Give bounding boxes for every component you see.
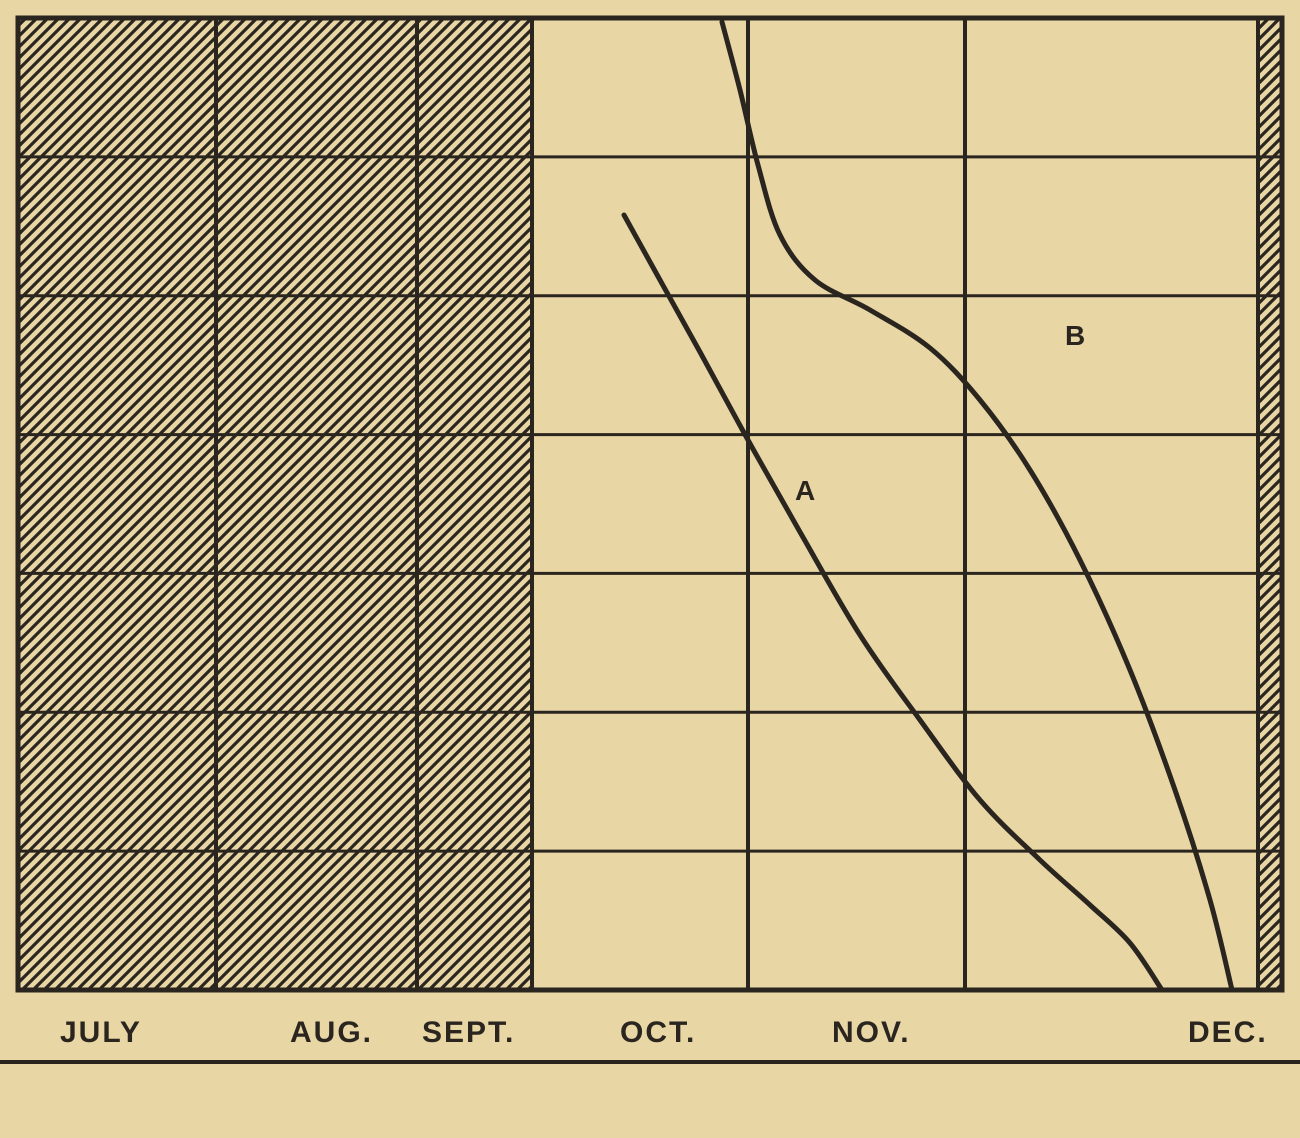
month-label: JULY	[60, 1016, 142, 1049]
chart-svg: A B JULY AUG. SEPT. OCT. NOV. DEC.	[0, 0, 1300, 1138]
month-label: SEPT.	[422, 1016, 515, 1049]
series-label-b: B	[1065, 320, 1085, 351]
hatched-right	[1258, 18, 1282, 990]
month-label: AUG.	[290, 1016, 373, 1049]
month-label: NOV.	[832, 1016, 911, 1049]
series-label-a: A	[795, 475, 815, 506]
month-label: OCT.	[620, 1016, 696, 1049]
month-label: DEC.	[1188, 1016, 1268, 1049]
chart-root: { "chart": { "type": "line", "background…	[0, 0, 1300, 1138]
hatched-left	[18, 18, 532, 990]
